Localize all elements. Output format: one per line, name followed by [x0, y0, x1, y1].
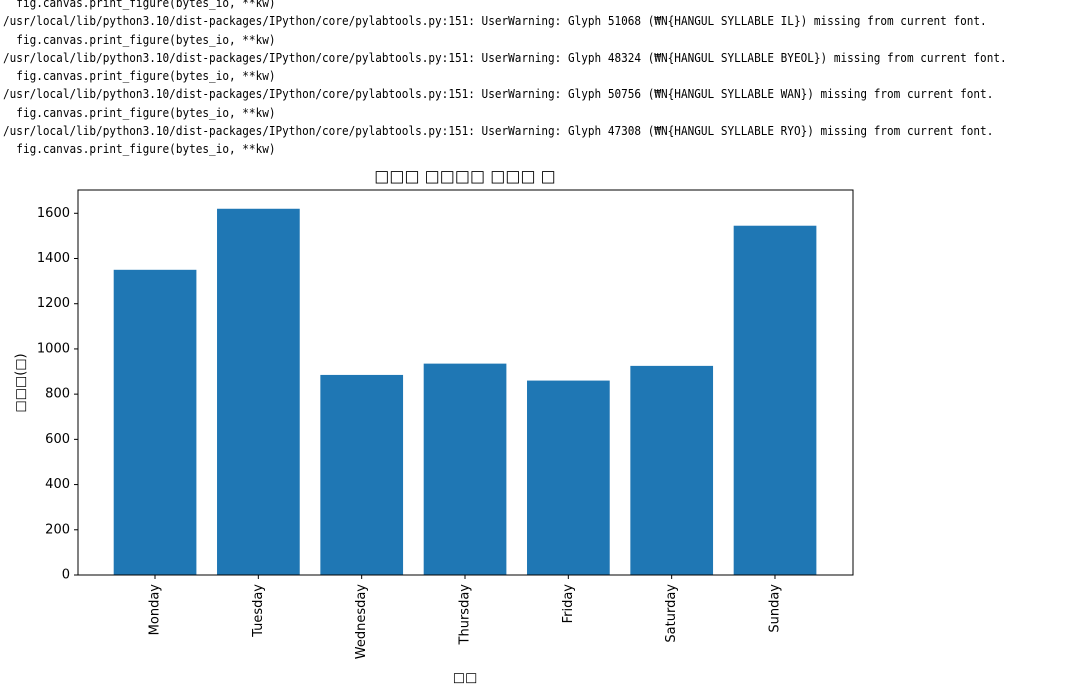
y-tick-label: 1000: [37, 341, 70, 356]
y-axis-label: □□□(□): [14, 353, 29, 412]
bar: [217, 208, 300, 575]
x-axis-label: □□: [453, 671, 478, 686]
y-tick-label: 0: [62, 568, 70, 583]
console-line: fig.canvas.print_figure(bytes_io, **kw): [3, 69, 276, 84]
console-line: /usr/local/lib/python3.10/dist-packages/…: [3, 124, 994, 139]
console-line: fig.canvas.print_figure(bytes_io, **kw): [3, 142, 276, 157]
x-tick-label: Thursday: [457, 584, 472, 646]
y-tick-label: 200: [45, 522, 70, 537]
bar: [423, 363, 507, 575]
bar: [113, 269, 197, 575]
console-line: fig.canvas.print_figure(bytes_io, **kw): [3, 105, 276, 120]
console-line: fig.canvas.print_figure(bytes_io, **kw): [3, 32, 276, 47]
console-line: /usr/local/lib/python3.10/dist-packages/…: [3, 50, 1007, 65]
bar: [320, 374, 404, 575]
y-tick-label: 600: [45, 432, 70, 447]
x-tick-label: Friday: [561, 584, 576, 624]
y-tick-label: 1600: [37, 206, 70, 221]
y-tick-label: 1200: [37, 296, 70, 311]
x-tick-label: Wednesday: [354, 584, 369, 660]
console-line: fig.canvas.print_figure(bytes_io, **kw): [3, 0, 276, 10]
axes-frame: [77, 189, 854, 576]
bar: [630, 365, 714, 575]
console-line: /usr/local/lib/python3.10/dist-packages/…: [3, 14, 987, 29]
x-tick-label: Monday: [148, 584, 163, 636]
console-line: /usr/local/lib/python3.10/dist-packages/…: [3, 87, 994, 102]
bar: [733, 225, 817, 576]
x-tick-label: Tuesday: [251, 584, 266, 638]
x-tick-label: Sunday: [767, 584, 782, 633]
y-tick-label: 800: [45, 387, 70, 402]
y-tick-label: 400: [45, 477, 70, 492]
x-tick-label: Saturday: [664, 584, 679, 643]
y-tick-label: 1400: [37, 251, 70, 266]
bar: [527, 380, 610, 575]
console-output: fig.canvas.print_figure(bytes_io, **kw) /…: [3, 0, 1007, 159]
chart-title: □□□ □□□□ □□□ □: [374, 167, 556, 186]
